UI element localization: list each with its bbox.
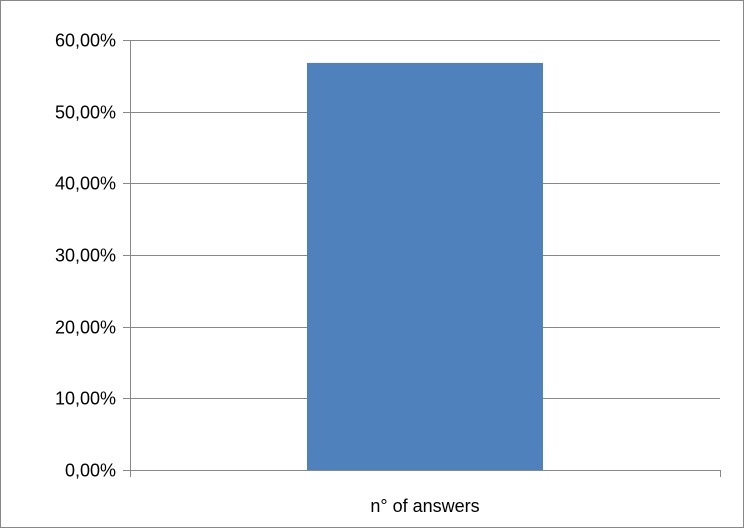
bar	[307, 62, 543, 470]
y-tick-label: 60,00%	[55, 31, 116, 51]
y-tick-label: 40,00%	[55, 174, 116, 194]
x-category-label: n° of answers	[370, 496, 479, 516]
y-tick-labels: 0,00% 10,00% 20,00% 30,00% 40,00% 50,00% 60,00…	[55, 31, 116, 481]
y-tick-label: 0,00%	[65, 461, 116, 481]
x-category-labels: n° of answers	[370, 496, 479, 516]
bars	[307, 62, 543, 470]
y-tick-label: 10,00%	[55, 389, 116, 409]
y-tick-label: 50,00%	[55, 103, 116, 123]
y-tick-label: 30,00%	[55, 246, 116, 266]
y-tick-label: 20,00%	[55, 318, 116, 338]
axes	[123, 40, 721, 477]
